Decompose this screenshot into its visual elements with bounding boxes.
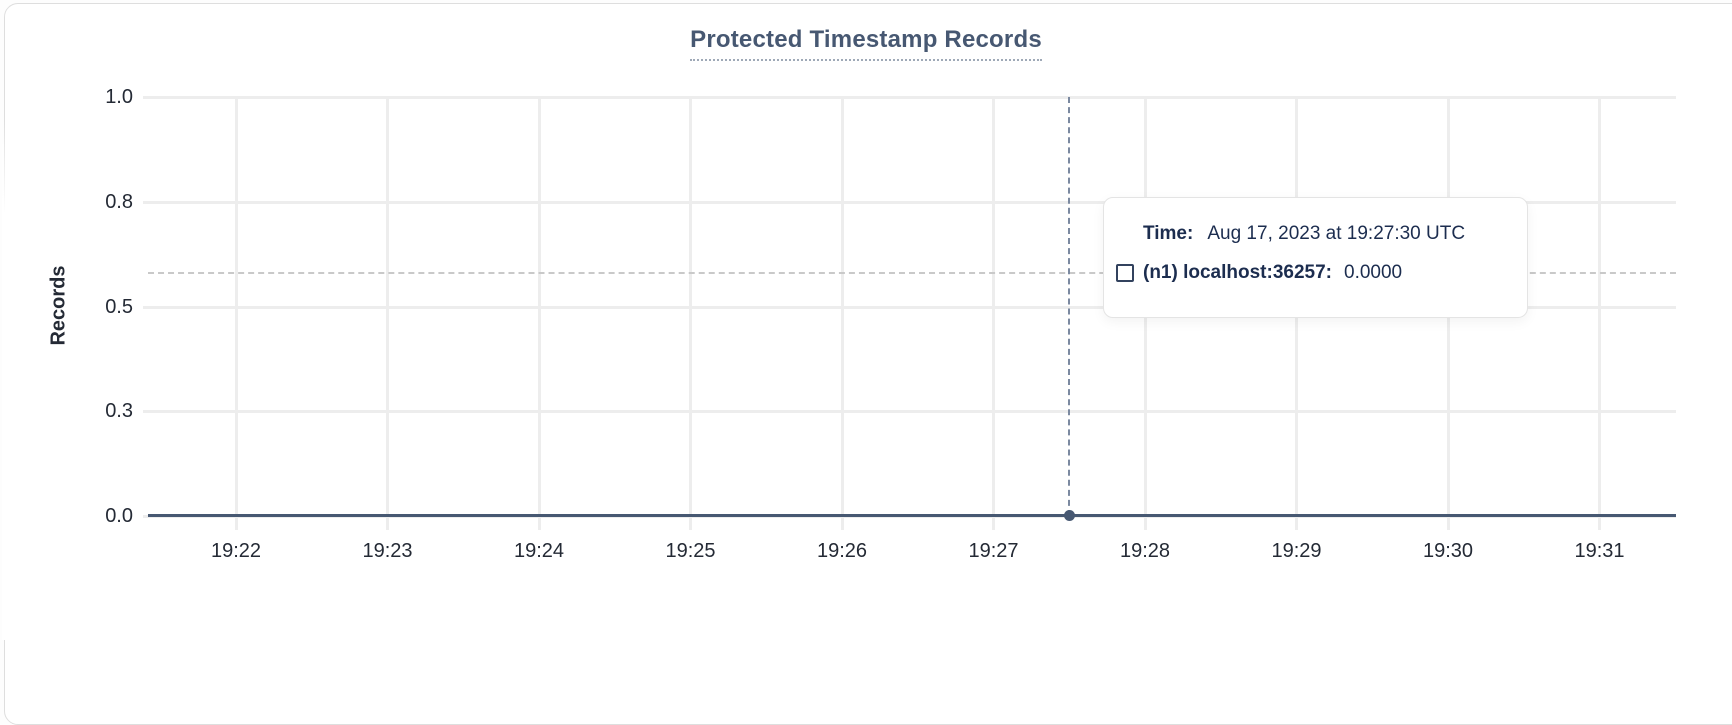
x-tick-label: 19:26 — [816, 540, 868, 562]
x-tick-label: 19:22 — [210, 540, 262, 562]
series-checkbox-icon — [1116, 264, 1134, 282]
tooltip-time-value: Aug 17, 2023 at 19:27:30 UTC — [1207, 223, 1466, 244]
tooltip-series-value: 0.0000 — [1344, 262, 1403, 283]
chart-header: Protected Timestamp Records — [0, 26, 1732, 61]
tooltip-series-label: (n1) localhost:36257: — [1143, 262, 1332, 283]
card-border-fade — [2, 120, 7, 640]
y-tick-label: 0.0 — [105, 505, 133, 527]
x-tick-label: 19:23 — [362, 540, 413, 562]
x-tick-label: 19:29 — [1271, 540, 1322, 562]
y-tick-label: 0.3 — [105, 400, 133, 423]
x-tick-label: 19:27 — [968, 540, 1019, 562]
x-tick-label: 19:24 — [513, 540, 565, 562]
y-tick-label: 0.5 — [105, 295, 133, 318]
tooltip-time-row: Time: Aug 17, 2023 at 19:27:30 UTC — [1143, 223, 1507, 245]
y-tick-label: 1.0 — [105, 86, 133, 108]
x-tick-label: 19:30 — [1422, 540, 1474, 562]
horizontal-gridline — [143, 410, 1676, 414]
hovered-data-point-dot — [1064, 510, 1075, 521]
series-line — [148, 514, 1676, 517]
chart-card — [4, 3, 1732, 725]
crosshair-horizontal-line — [148, 272, 1676, 274]
y-tick-label: 0.8 — [105, 190, 133, 213]
chart-plot-area[interactable]: Time: Aug 17, 2023 at 19:27:30 UTC (n1) … — [143, 96, 1676, 530]
vertical-gridline — [689, 97, 692, 530]
vertical-gridline — [992, 97, 995, 530]
chart-tooltip: Time: Aug 17, 2023 at 19:27:30 UTC (n1) … — [1103, 197, 1528, 318]
horizontal-gridline — [143, 305, 1676, 309]
tooltip-series-row: (n1) localhost:36257: 0.0000 — [1116, 262, 1507, 284]
crosshair-vertical-line — [1068, 97, 1070, 516]
vertical-gridline — [840, 97, 844, 530]
x-tick-label: 19:31 — [1574, 540, 1625, 562]
x-tick-label: 19:25 — [665, 540, 716, 562]
vertical-gridline — [234, 97, 238, 530]
x-tick-label: 19:28 — [1119, 540, 1171, 562]
vertical-gridline — [1598, 97, 1601, 530]
horizontal-gridline — [143, 96, 1676, 99]
vertical-gridline — [537, 97, 541, 530]
vertical-gridline — [386, 97, 389, 530]
chart-title[interactable]: Protected Timestamp Records — [690, 26, 1042, 61]
horizontal-gridline — [143, 200, 1676, 204]
tooltip-time-label: Time: — [1143, 223, 1194, 244]
